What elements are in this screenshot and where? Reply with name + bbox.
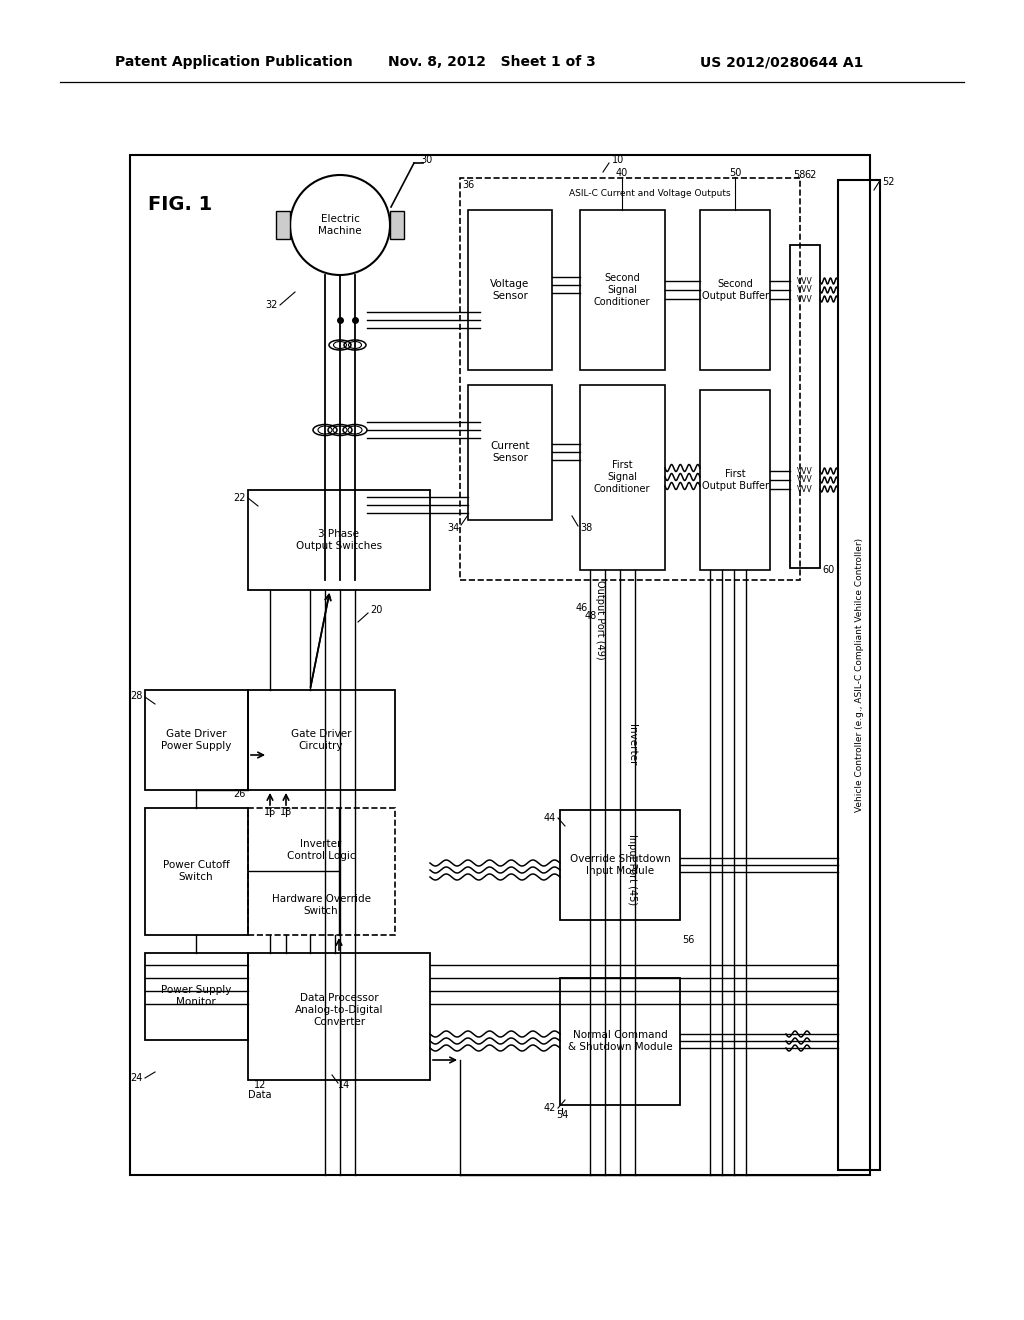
Text: Voltage
Sensor: Voltage Sensor <box>490 280 529 301</box>
Text: Electric
Machine: Electric Machine <box>318 214 361 236</box>
Text: Hardware Override
Switch: Hardware Override Switch <box>271 894 371 916</box>
Text: 34: 34 <box>447 523 460 533</box>
Text: 46: 46 <box>575 603 588 612</box>
Bar <box>248 953 430 1080</box>
Text: 16: 16 <box>264 807 276 817</box>
Text: First
Output Buffer: First Output Buffer <box>701 469 768 491</box>
Text: 42: 42 <box>544 1104 556 1113</box>
Bar <box>145 808 248 935</box>
Text: Input Port (45): Input Port (45) <box>627 834 637 906</box>
Text: VVV: VVV <box>797 276 813 285</box>
Text: ASIL-C Current and Voltage Outputs: ASIL-C Current and Voltage Outputs <box>569 189 731 198</box>
Bar <box>460 178 800 579</box>
Bar <box>276 211 290 239</box>
Text: 3 Phase
Output Switches: 3 Phase Output Switches <box>296 529 382 550</box>
Bar <box>248 690 395 789</box>
Text: 58: 58 <box>793 170 805 180</box>
Text: US 2012/0280644 A1: US 2012/0280644 A1 <box>700 55 863 69</box>
Text: Nov. 8, 2012   Sheet 1 of 3: Nov. 8, 2012 Sheet 1 of 3 <box>388 55 596 69</box>
Text: 10: 10 <box>612 154 625 165</box>
Text: 20: 20 <box>370 605 382 615</box>
Text: Power Supply
Monitor: Power Supply Monitor <box>161 985 231 1007</box>
Text: 32: 32 <box>265 300 278 310</box>
Text: 24: 24 <box>131 1073 143 1082</box>
Bar <box>560 810 680 920</box>
Bar <box>580 385 665 570</box>
Text: Second
Signal
Conditioner: Second Signal Conditioner <box>594 273 650 306</box>
Text: 44: 44 <box>544 813 556 822</box>
Text: VVV: VVV <box>797 484 813 494</box>
Text: Vehicle Controller (e.g., ASIL-C Compliant Vehilce Controller): Vehicle Controller (e.g., ASIL-C Complia… <box>854 539 863 812</box>
Text: 62: 62 <box>804 170 816 180</box>
Text: Data Processor
Analog-to-Digital
Converter: Data Processor Analog-to-Digital Convert… <box>295 994 383 1027</box>
Text: 40: 40 <box>615 168 628 178</box>
Text: Data: Data <box>248 1090 271 1100</box>
Bar <box>468 210 552 370</box>
Text: 22: 22 <box>233 492 246 503</box>
Text: 18: 18 <box>280 807 292 817</box>
Text: VVV: VVV <box>797 466 813 475</box>
Text: Current
Sensor: Current Sensor <box>490 441 529 463</box>
Text: 60: 60 <box>822 565 835 576</box>
Text: 38: 38 <box>580 523 592 533</box>
Text: Power Cutoff
Switch: Power Cutoff Switch <box>163 861 229 882</box>
Bar <box>145 953 248 1040</box>
Text: Output Port (49): Output Port (49) <box>595 581 605 660</box>
Text: 28: 28 <box>131 690 143 701</box>
Text: Inverter
Control Logic: Inverter Control Logic <box>287 840 355 861</box>
Bar <box>130 154 870 1175</box>
Text: VVV: VVV <box>797 294 813 304</box>
Text: Patent Application Publication: Patent Application Publication <box>115 55 352 69</box>
Text: 52: 52 <box>882 177 895 187</box>
Text: 36: 36 <box>462 180 474 190</box>
Bar <box>248 490 430 590</box>
Text: Gate Driver
Circuitry: Gate Driver Circuitry <box>291 729 351 751</box>
Text: 56: 56 <box>682 935 694 945</box>
Bar <box>390 211 404 239</box>
Text: VVV: VVV <box>797 285 813 294</box>
Text: Override Shutdown
Input Module: Override Shutdown Input Module <box>569 854 671 875</box>
Text: 50: 50 <box>729 168 741 178</box>
Text: Gate Driver
Power Supply: Gate Driver Power Supply <box>161 729 231 751</box>
Text: 54: 54 <box>556 1110 568 1119</box>
Text: 14: 14 <box>338 1080 350 1090</box>
Text: FIG. 1: FIG. 1 <box>148 195 212 214</box>
Text: 26: 26 <box>233 789 246 799</box>
Bar <box>580 210 665 370</box>
Bar <box>145 690 248 789</box>
Bar <box>700 210 770 370</box>
Bar <box>560 978 680 1105</box>
Bar <box>838 180 880 1170</box>
Bar <box>248 808 395 935</box>
Text: 12: 12 <box>254 1080 266 1090</box>
Text: Inverter: Inverter <box>627 725 637 766</box>
Text: First
Signal
Conditioner: First Signal Conditioner <box>594 461 650 494</box>
Bar <box>700 389 770 570</box>
Text: Second
Output Buffer: Second Output Buffer <box>701 280 768 301</box>
Bar <box>468 385 552 520</box>
Text: VVV: VVV <box>797 475 813 484</box>
Text: 30: 30 <box>420 154 432 165</box>
Text: Normal Command
& Shutdown Module: Normal Command & Shutdown Module <box>567 1030 673 1052</box>
Text: 48: 48 <box>585 611 597 620</box>
Bar <box>790 246 820 568</box>
